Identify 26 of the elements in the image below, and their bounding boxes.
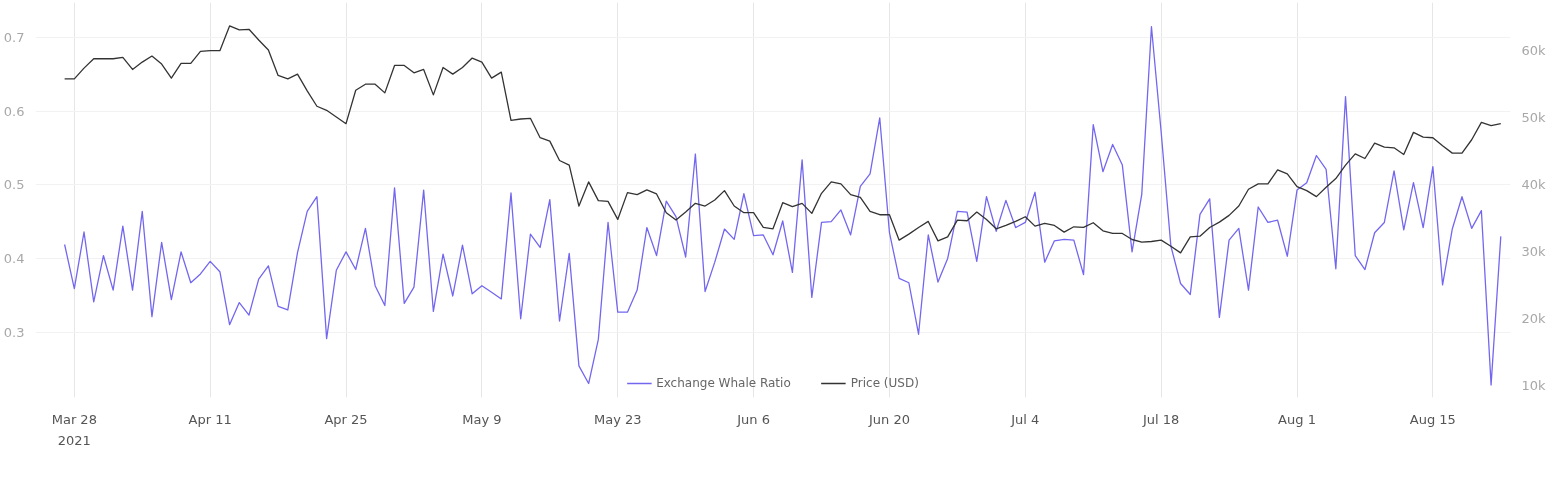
x-tick-label: Jul 18: [1141, 411, 1180, 427]
y-tick-label: 0.6: [3, 103, 25, 119]
text: 2021: [57, 432, 91, 448]
x-tick-label: May 23: [593, 411, 642, 427]
line-series: [63, 25, 1502, 254]
x-tick-label: Mar 28: [51, 411, 97, 427]
y2-tick-label: 10k: [1521, 377, 1547, 393]
x-tick-label: Jun 20: [867, 411, 910, 427]
y2-tick-label: 40k: [1521, 177, 1547, 193]
y2-tick-label: 30k: [1521, 244, 1547, 260]
y-tick-label: 0.5: [3, 177, 25, 193]
x-tick-label: May 9: [462, 411, 502, 427]
legend-label: Exchange Whale Ratio: [656, 376, 791, 390]
y2-tick-label: 50k: [1521, 110, 1547, 126]
x-tick-label: Jul 4: [1010, 411, 1040, 427]
legend-label: Price (USD): [850, 376, 919, 390]
x-tick-label: Jun 6: [736, 411, 770, 427]
x-tick-label: Aug 1: [1278, 411, 1316, 427]
x-tick-label: Aug 15: [1409, 411, 1456, 427]
y2-tick-label: 20k: [1521, 311, 1547, 326]
y2-tick-label: 60k: [1521, 43, 1547, 59]
y-tick-label: 0.7: [3, 30, 25, 46]
x-tick-label: Apr 11: [188, 411, 232, 427]
y-tick-label: 0.4: [3, 250, 25, 266]
y-tick-label: 0.3: [3, 324, 25, 340]
x-tick-label: Apr 25: [324, 411, 368, 427]
